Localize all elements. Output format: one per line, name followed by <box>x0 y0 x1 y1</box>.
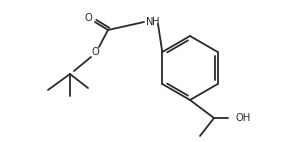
Text: O: O <box>84 13 92 23</box>
Text: O: O <box>91 47 99 57</box>
Text: N: N <box>146 17 153 27</box>
Text: OH: OH <box>236 113 251 123</box>
Text: H: H <box>152 17 159 27</box>
